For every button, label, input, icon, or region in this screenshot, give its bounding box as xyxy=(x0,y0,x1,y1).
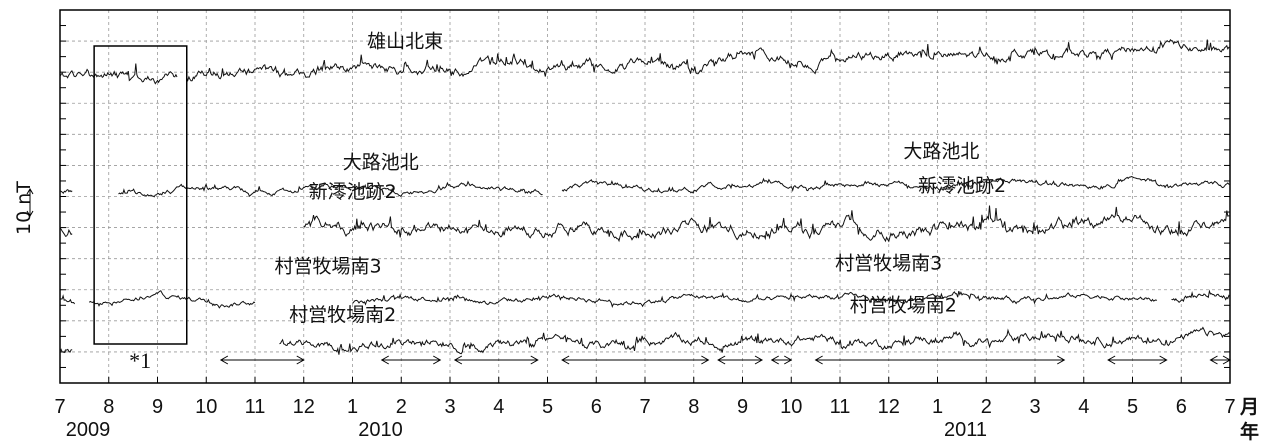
x-tick-label: 12 xyxy=(293,396,315,418)
series-line xyxy=(279,326,1231,355)
arrowhead-left xyxy=(814,355,823,365)
series-label: 村営牧場南3 xyxy=(835,253,942,275)
x-tick-labels: 7 8 9 10 11 12 1 2 3 4 5 6 7 8 9 10 11 12 1 2 3 4 5 6 7 xyxy=(54,396,1235,418)
series-label: 村営牧場南3 xyxy=(275,256,382,278)
arrowhead-left xyxy=(770,355,779,365)
series-line xyxy=(118,180,543,198)
series-line xyxy=(59,348,73,354)
arrowhead-right xyxy=(701,355,710,365)
x-tick-label: 10 xyxy=(780,396,802,418)
x-tick-label: 4 xyxy=(493,396,504,418)
x-tick-label: 3 xyxy=(444,396,455,418)
series-label: 大路池北 xyxy=(343,152,419,174)
chart-grid xyxy=(60,10,1230,383)
year-label: 2011 xyxy=(944,419,987,441)
box-note: *1 xyxy=(129,348,151,373)
series-line xyxy=(59,188,73,195)
x-tick-label: 6 xyxy=(1176,396,1187,418)
year-label: 2009 xyxy=(66,419,111,441)
series-lines xyxy=(59,38,1231,355)
series-line xyxy=(88,290,256,309)
series-label: 大路池北 xyxy=(903,141,979,163)
series-label: 新澪池跡2 xyxy=(309,181,397,203)
series-label: 新澪池跡2 xyxy=(918,175,1006,197)
x-tick-label: 4 xyxy=(1078,396,1089,418)
x-tick-label: 8 xyxy=(688,396,699,418)
y-scale-arrowhead-bottom xyxy=(26,210,34,217)
arrowhead-left xyxy=(717,355,726,365)
x-tick-label: 6 xyxy=(591,396,602,418)
x-axis-label-month: 月 xyxy=(1239,396,1259,418)
x-tick-label: 2 xyxy=(396,396,407,418)
series-line xyxy=(186,38,1231,82)
highlight-box xyxy=(93,45,188,345)
x-tick-label: 1 xyxy=(347,396,358,418)
series-line xyxy=(59,63,178,85)
x-tick-label: 11 xyxy=(830,396,851,418)
arrowhead-right xyxy=(784,355,793,365)
arrowhead-right xyxy=(530,355,539,365)
x-tick-label: 2 xyxy=(981,396,992,418)
x-tick-label: 10 xyxy=(195,396,217,418)
arrowhead-right xyxy=(433,355,442,365)
arrowhead-left xyxy=(1209,355,1218,365)
arrowhead-left xyxy=(561,355,570,365)
arrowhead-left xyxy=(219,355,229,365)
x-tick-label: 7 xyxy=(54,396,65,418)
series-label: 雄山北東 xyxy=(367,30,443,52)
series-line xyxy=(59,226,73,237)
axis-ticks xyxy=(59,9,1231,384)
x-tick-label: 5 xyxy=(542,396,553,418)
x-tick-label: 7 xyxy=(639,396,650,418)
x-tick-label: 5 xyxy=(1127,396,1138,418)
series-label: 村営牧場南2 xyxy=(850,295,957,317)
series-label: 村営牧場南2 xyxy=(289,304,396,326)
y-scale-indicator: 10 nT xyxy=(13,181,35,235)
arrowhead-left xyxy=(1107,355,1116,365)
arrowhead-right xyxy=(754,355,764,365)
arrowhead-right xyxy=(1159,355,1168,365)
x-tick-label: 7 xyxy=(1224,396,1235,418)
arrowhead-left xyxy=(453,355,463,365)
x-tick-label: 9 xyxy=(737,396,748,418)
x-tick-label: 1 xyxy=(932,396,943,418)
series-line xyxy=(59,294,76,305)
y-axis-label: 10 nT xyxy=(13,181,35,235)
x-tick-label: 12 xyxy=(878,396,900,418)
arrowhead-right xyxy=(1057,355,1066,365)
x-tick-label: 11 xyxy=(245,396,266,418)
series-line xyxy=(303,205,1231,243)
period-arrows xyxy=(219,355,1232,365)
x-tick-label: 8 xyxy=(103,396,114,418)
series-line xyxy=(352,290,1158,308)
x-tick-label: 9 xyxy=(152,396,163,418)
series-line xyxy=(561,175,1231,194)
x-tick-label: 3 xyxy=(1029,396,1040,418)
arrowhead-right xyxy=(1222,355,1232,365)
x-axis-label-year: 年 xyxy=(1240,420,1259,441)
y-scale-arrowhead-top xyxy=(26,188,34,195)
year-labels: 2009 2010 2011 xyxy=(66,419,987,441)
series-line xyxy=(1171,289,1231,303)
year-label: 2010 xyxy=(358,419,403,441)
arrowhead-left xyxy=(380,355,389,365)
arrowhead-right xyxy=(296,355,305,365)
